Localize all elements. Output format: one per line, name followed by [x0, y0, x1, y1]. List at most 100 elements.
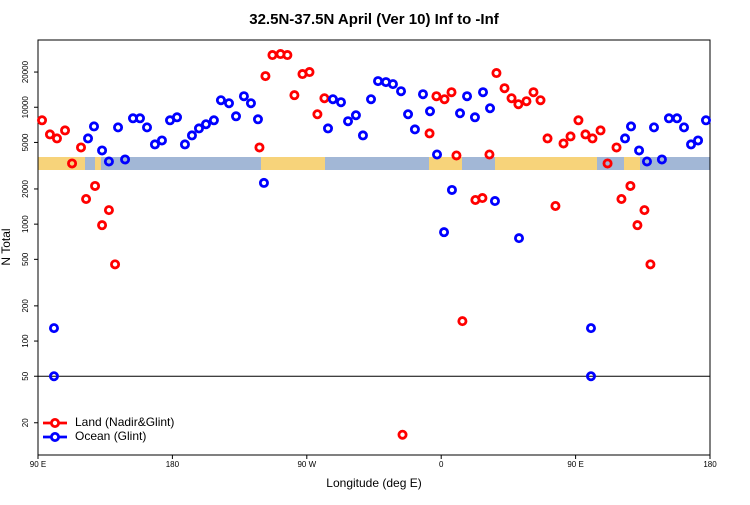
- x-tick-label: 0: [439, 460, 444, 469]
- y-axis-label: N Total: [0, 228, 13, 265]
- data-point: [186, 130, 197, 141]
- data-point: [350, 110, 361, 121]
- data-point: [90, 180, 101, 191]
- data-point: [327, 94, 338, 105]
- data-point: [267, 50, 278, 61]
- data-point: [671, 113, 682, 124]
- data-point: [417, 89, 428, 100]
- data-point: [439, 94, 450, 105]
- data-point: [558, 138, 569, 149]
- land-ocean-strip: [38, 157, 710, 170]
- y-tick-label: 20000: [21, 60, 30, 83]
- x-tick-label: 90 W: [297, 460, 316, 469]
- data-point: [103, 205, 114, 216]
- data-point: [446, 87, 457, 98]
- data-point: [200, 119, 211, 130]
- legend-marker: [50, 431, 61, 442]
- data-point: [663, 113, 674, 124]
- data-point: [484, 149, 495, 160]
- data-point: [81, 194, 92, 205]
- data-point: [312, 109, 323, 120]
- data-point: [120, 154, 131, 165]
- y-tick-label: 500: [21, 252, 30, 266]
- data-point: [632, 220, 643, 231]
- data-point: [245, 98, 256, 109]
- y-tick-label: 2000: [21, 180, 30, 198]
- data-point: [37, 115, 48, 126]
- data-point: [477, 193, 488, 204]
- data-point: [469, 112, 480, 123]
- data-point: [513, 99, 524, 110]
- land-strip: [495, 157, 597, 170]
- chart-title: 32.5N-37.5N April (Ver 10) Inf to -Inf: [249, 11, 500, 28]
- data-point: [304, 67, 315, 78]
- data-point: [231, 111, 242, 122]
- data-point: [343, 116, 354, 127]
- data-point: [550, 200, 561, 211]
- data-point: [282, 50, 293, 61]
- data-point: [656, 154, 667, 165]
- data-point: [491, 68, 502, 79]
- x-tick-label: 180: [166, 460, 180, 469]
- data-point: [48, 371, 59, 382]
- data-point: [585, 371, 596, 382]
- data-point: [223, 98, 234, 109]
- data-point: [649, 122, 660, 133]
- data-point: [595, 125, 606, 136]
- data-point: [626, 121, 637, 132]
- data-point: [323, 123, 334, 134]
- data-point: [580, 129, 591, 140]
- data-point: [403, 109, 414, 120]
- data-point: [260, 71, 271, 82]
- data-point: [149, 139, 160, 150]
- legend-label: Land (Nadir&Glint): [75, 415, 174, 429]
- data-point: [514, 233, 525, 244]
- data-point: [602, 158, 613, 169]
- y-tick-label: 200: [21, 299, 30, 313]
- data-point: [485, 103, 496, 114]
- data-point: [373, 76, 384, 87]
- y-tick-label: 50: [21, 371, 30, 380]
- data-point: [611, 142, 622, 153]
- data-point: [489, 196, 500, 207]
- data-point: [83, 133, 94, 144]
- y-tick-label: 10000: [21, 96, 30, 119]
- data-point: [357, 130, 368, 141]
- data-point: [620, 133, 631, 144]
- land-strip: [624, 157, 640, 170]
- data-point: [424, 106, 435, 117]
- data-point: [319, 93, 330, 104]
- x-tick-label: 90 E: [30, 460, 46, 469]
- legend-label: Ocean (Glint): [75, 429, 146, 443]
- data-point: [700, 115, 711, 126]
- data-point: [451, 150, 462, 161]
- data-point: [51, 133, 62, 144]
- data-point: [457, 316, 468, 327]
- data-point: [446, 184, 457, 195]
- data-point: [478, 87, 489, 98]
- data-point: [208, 115, 219, 126]
- data-point: [44, 129, 55, 140]
- data-point: [521, 96, 532, 107]
- data-point: [254, 142, 265, 153]
- x-axis-label: Longitude (deg E): [326, 476, 421, 490]
- data-point: [193, 123, 204, 134]
- data-point: [396, 86, 407, 97]
- data-point: [76, 142, 87, 153]
- data-point: [585, 323, 596, 334]
- legend-marker: [50, 417, 61, 428]
- data-point: [113, 122, 124, 133]
- data-point: [289, 90, 300, 101]
- data-point: [134, 113, 145, 124]
- y-tick-label: 20: [21, 418, 30, 427]
- data-point: [142, 122, 153, 133]
- data-point: [97, 220, 108, 231]
- data-point: [335, 97, 346, 108]
- data-point: [499, 83, 510, 94]
- data-point: [641, 156, 652, 167]
- data-point: [110, 259, 121, 270]
- land-strip: [429, 157, 462, 170]
- data-point: [528, 87, 539, 98]
- data-point: [616, 194, 627, 205]
